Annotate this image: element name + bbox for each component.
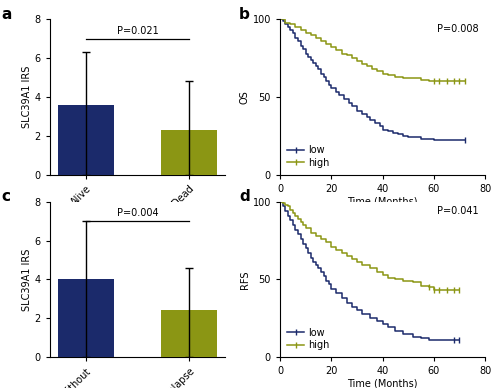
Bar [58,279,114,357]
Text: b: b [239,7,250,22]
X-axis label: Time (Months): Time (Months) [347,379,418,388]
Text: c: c [1,189,10,204]
Y-axis label: RFS: RFS [240,270,250,289]
Text: P=0.021: P=0.021 [116,26,158,36]
Bar [160,130,217,175]
Text: P=0.008: P=0.008 [437,24,479,34]
Text: P=0.041: P=0.041 [437,206,479,217]
Text: P=0.004: P=0.004 [116,208,158,218]
Legend: low, high: low, high [285,144,332,170]
Y-axis label: SLC39A1 IRS: SLC39A1 IRS [22,66,32,128]
Bar [160,310,217,357]
Y-axis label: OS: OS [240,90,250,104]
Bar [58,105,114,175]
Y-axis label: SLC39A1 IRS: SLC39A1 IRS [22,248,32,310]
Text: d: d [239,189,250,204]
X-axis label: Time (Months): Time (Months) [347,196,418,206]
Text: a: a [1,7,11,22]
Legend: low, high: low, high [285,326,332,352]
